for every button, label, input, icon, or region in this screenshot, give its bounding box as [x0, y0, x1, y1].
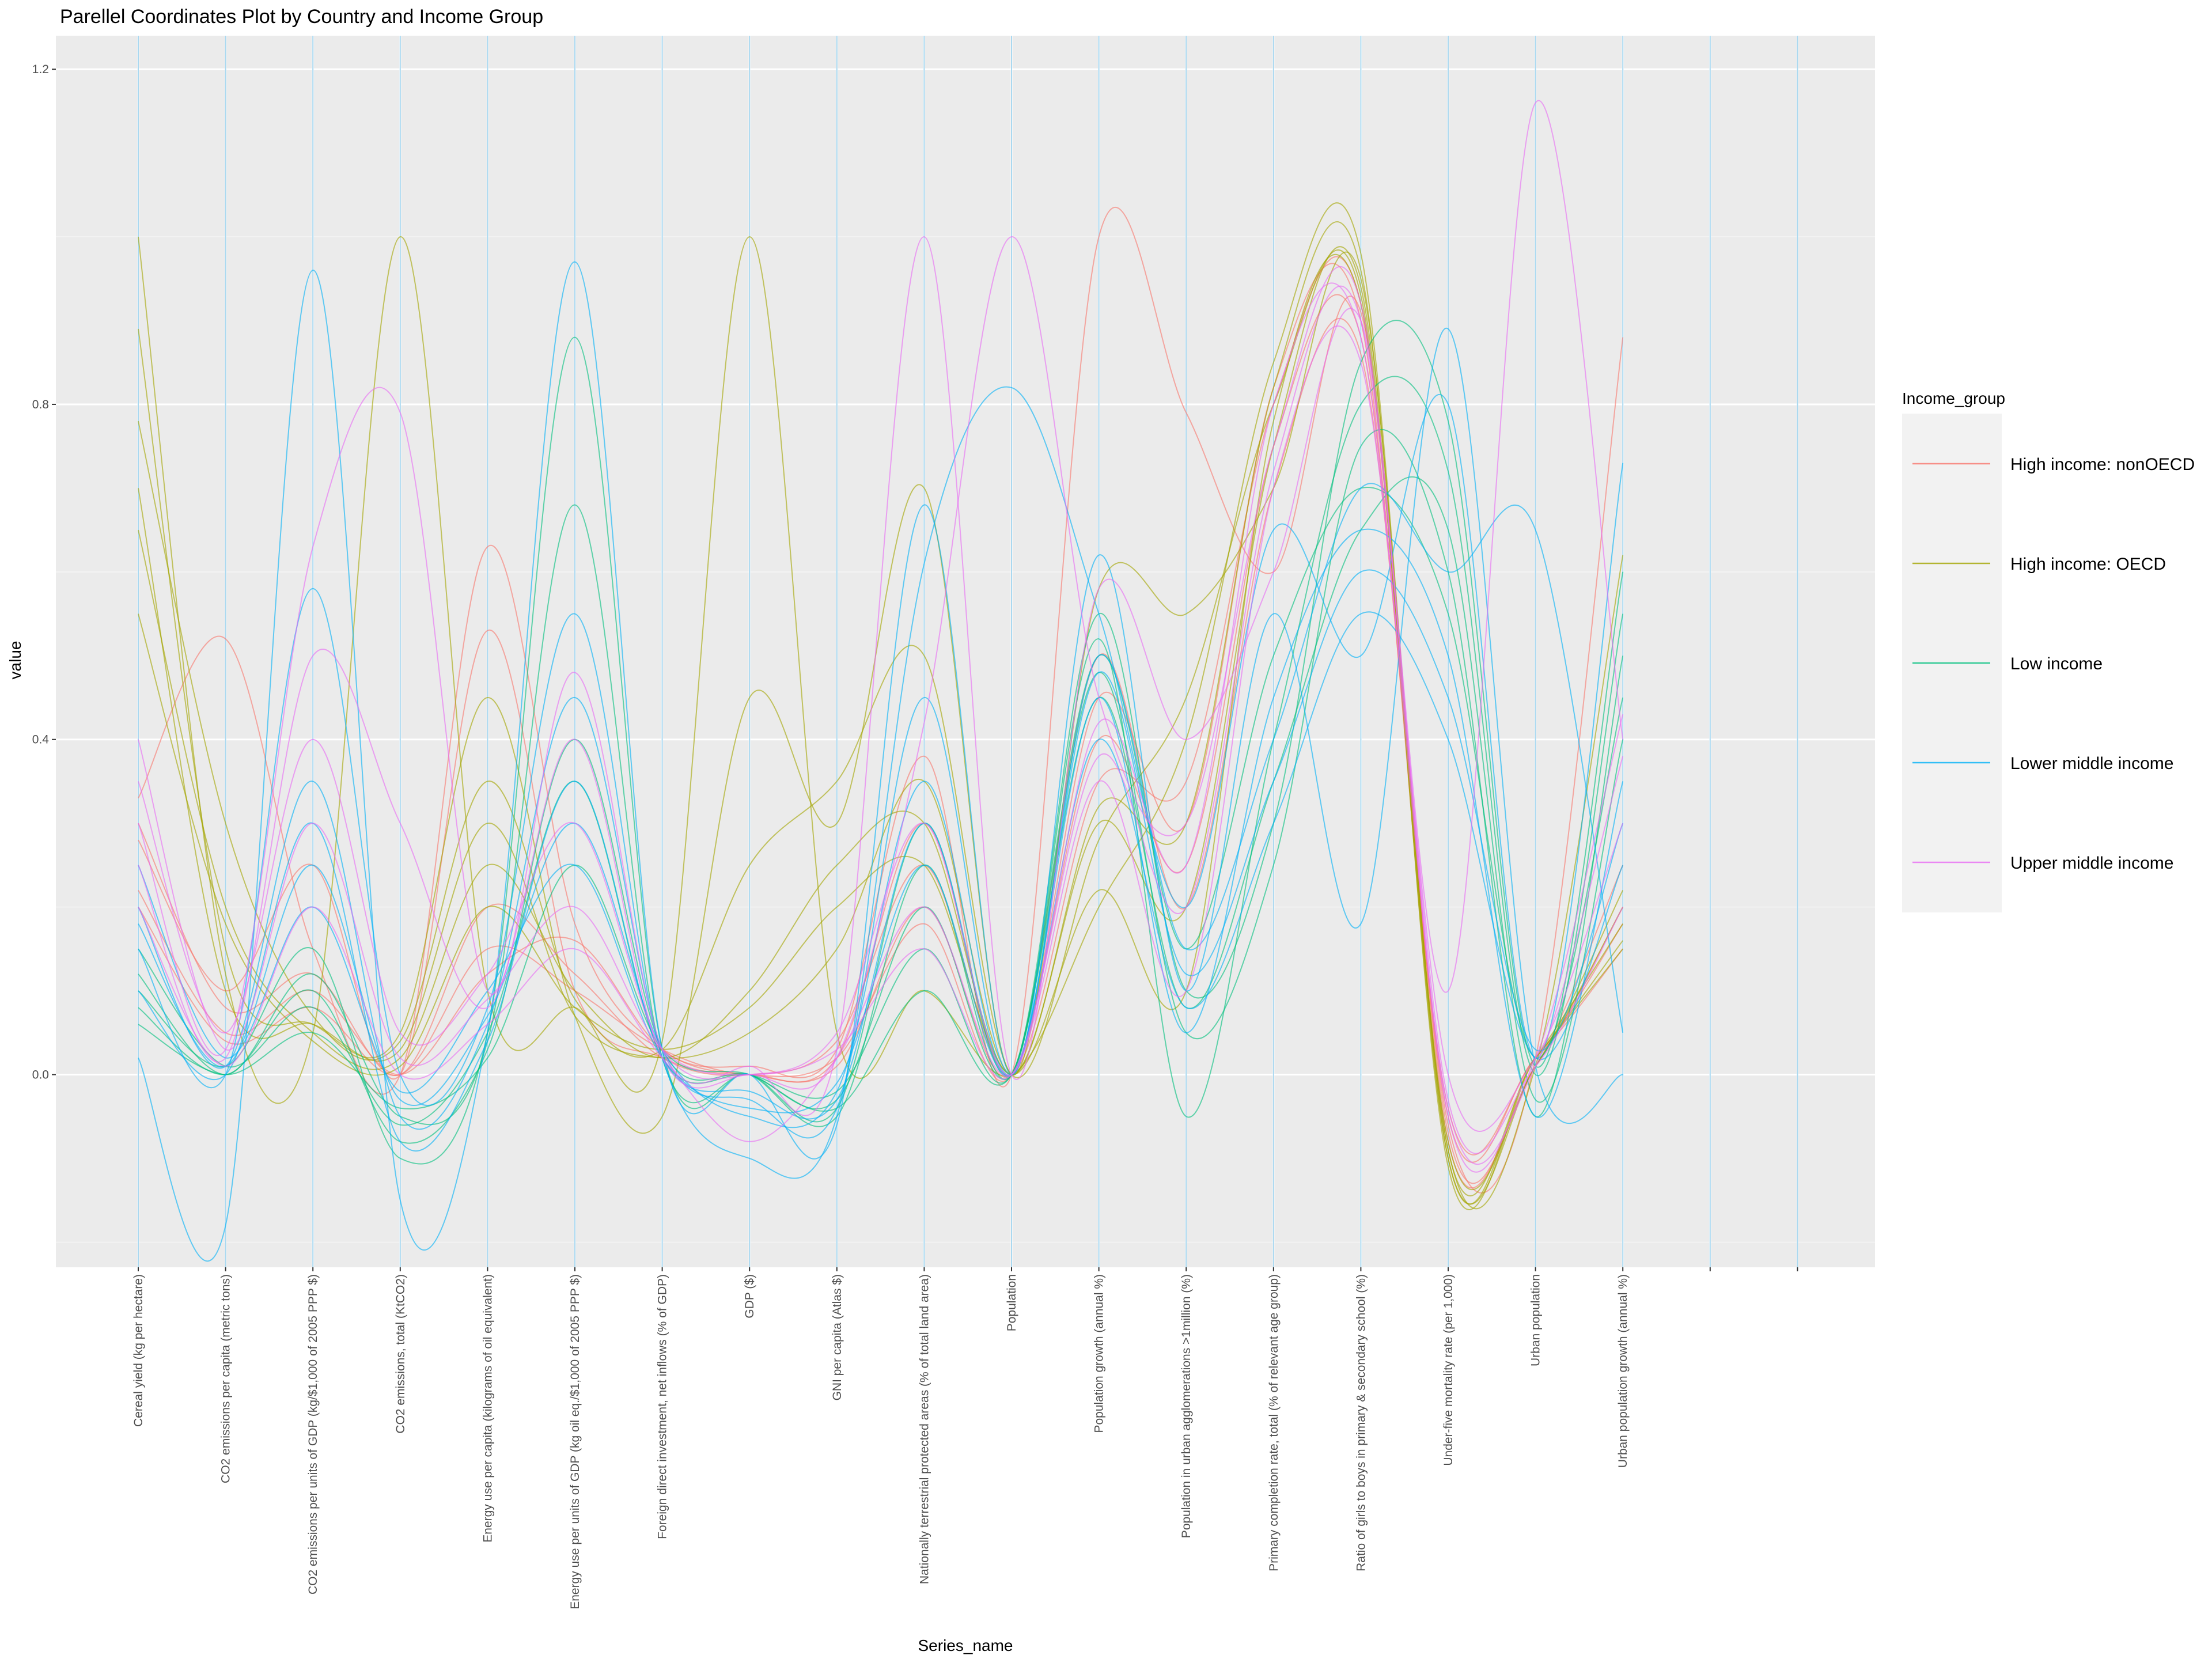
- x-tick-label: Cereal yield (kg per hectare): [132, 1274, 145, 1427]
- x-tick-label: Population in urban agglomerations >1mil…: [1180, 1274, 1193, 1538]
- legend-label: Low income: [2010, 654, 2103, 673]
- series-layer: [138, 100, 1624, 1262]
- series-line: [138, 202, 1623, 1205]
- x-axis-title: Series_name: [918, 1637, 1013, 1654]
- x-tick-label: Energy use per units of GDP (kg oil eq./…: [569, 1274, 582, 1609]
- series-line: [138, 483, 1624, 1139]
- x-tick-label: Population growth (annual %): [1093, 1274, 1106, 1433]
- series-line: [138, 254, 1624, 1191]
- y-axis-title: value: [6, 641, 24, 680]
- x-tick-label: Primary completion rate, total (% of rel…: [1267, 1274, 1281, 1571]
- series-line: [138, 429, 1624, 1144]
- x-tick-label: GNI per capita (Atlas $): [831, 1274, 844, 1400]
- legend-title: Income_group: [1902, 389, 2005, 407]
- series-line: [138, 285, 1624, 1154]
- x-tick-label: Ratio of girls to boys in primary & seco…: [1354, 1274, 1368, 1571]
- x-tick-label: Population: [1005, 1274, 1018, 1331]
- legend-label: High income: nonOECD: [2010, 455, 2195, 474]
- y-tick-label: 0.4: [32, 733, 50, 747]
- y-tick-label: 0.0: [32, 1068, 49, 1081]
- x-tick-label: Energy use per capita (kilograms of oil …: [481, 1274, 494, 1543]
- x-tick-label: CO2 emissions per capita (metric tons): [219, 1274, 233, 1483]
- legend-label: High income: OECD: [2010, 555, 2166, 574]
- series-group: [138, 261, 1624, 1262]
- series-group: [138, 320, 1624, 1165]
- x-tick-label: Foreign direct investment, net inflows (…: [656, 1274, 669, 1539]
- series-line: [138, 611, 1624, 1113]
- legend: Income_group High income: nonOECD High in…: [1902, 389, 2195, 912]
- series-line: [138, 487, 1624, 1126]
- legend-label: Lower middle income: [2010, 754, 2173, 773]
- legend-label: Upper middle income: [2010, 854, 2173, 873]
- y-tick-label: 0.8: [32, 398, 49, 411]
- series-line: [138, 282, 1624, 1165]
- x-tick-label: Urban population growth (annual %): [1616, 1274, 1630, 1468]
- x-tick-label: CO2 emissions per units of GDP (kg/$1,00…: [306, 1274, 320, 1594]
- x-tick-label: GDP ($): [743, 1274, 756, 1319]
- series-line: [138, 569, 1624, 1128]
- chart-title: Parellel Coordinates Plot by Country and…: [60, 6, 543, 28]
- axis-layer: 0.0 0.4 0.8 1.2 Cereal yield (kg per hectare…: [32, 63, 1798, 1609]
- series-group: [138, 100, 1624, 1173]
- y-tick-label: 1.2: [32, 63, 49, 76]
- x-tick-label: Under-five mortality rate (per 1,000): [1442, 1274, 1455, 1466]
- x-tick-label: Urban population: [1529, 1274, 1543, 1366]
- series-line: [138, 386, 1624, 1179]
- series-line: [138, 476, 1624, 1112]
- series-line: [138, 528, 1624, 1152]
- series-line: [138, 100, 1624, 1116]
- series-line: [138, 261, 1623, 1262]
- x-tick-label: Nationally terrestrial protected areas (…: [918, 1274, 931, 1584]
- x-tick-label: CO2 emissions, total (KtCO2): [394, 1274, 407, 1434]
